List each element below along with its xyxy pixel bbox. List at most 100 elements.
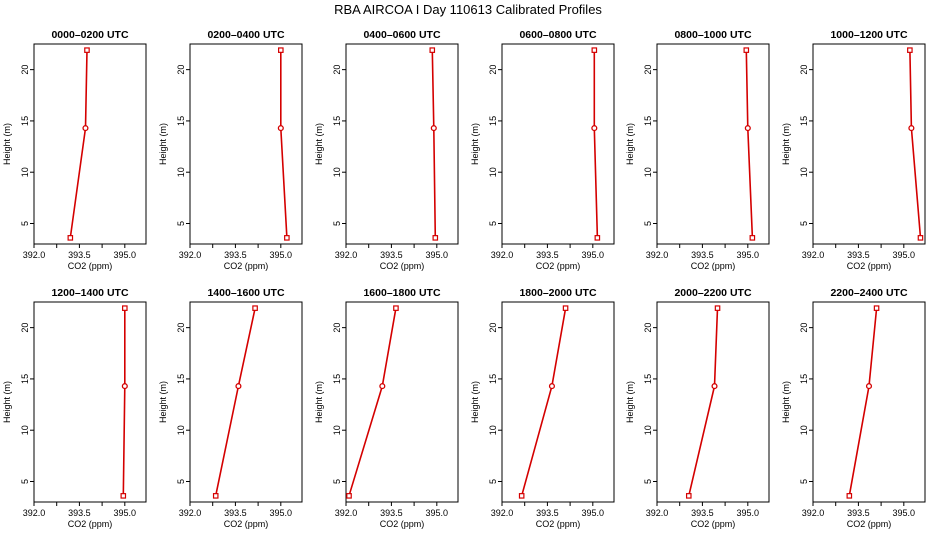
y-tick-label: 20	[332, 323, 342, 333]
x-tick-label: 393.5	[224, 250, 247, 260]
y-tick-label: 10	[488, 425, 498, 435]
data-point	[252, 305, 258, 311]
panel-7: 1200–1400 UTC 392.0 393.5 395.0 5 10 15 20 CO2 (…	[2, 287, 147, 529]
panel-title: 1000–1200 UTC	[830, 29, 907, 41]
y-tick-label: 10	[176, 425, 186, 435]
panel-title: 1400–1600 UTC	[207, 287, 284, 299]
data-point	[346, 493, 352, 499]
x-axis-label: CO2 (ppm)	[224, 261, 269, 271]
x-tick-label: 392.0	[646, 508, 669, 518]
data-point	[591, 47, 598, 53]
y-axis-label: Height (m)	[470, 123, 480, 165]
x-tick-label: 395.0	[426, 508, 449, 518]
y-axis-label: Height (m)	[2, 381, 12, 423]
x-tick-label: 392.0	[802, 508, 825, 518]
profile-line	[593, 50, 599, 238]
y-tick-label: 20	[488, 323, 498, 333]
y-tick-label: 15	[799, 116, 809, 126]
y-tick-label: 15	[488, 374, 498, 384]
panel-title: 2200–2400 UTC	[830, 287, 907, 299]
x-axis-label: CO2 (ppm)	[536, 261, 581, 271]
panel-10: 1800–2000 UTC 392.0 393.5 395.0 5 10 15 20 CO2 (…	[470, 287, 615, 529]
y-axis-label: Height (m)	[781, 123, 791, 165]
x-tick-label: 392.0	[179, 250, 202, 260]
data-point	[379, 383, 386, 390]
y-tick-label: 10	[332, 167, 342, 177]
y-tick-label: 10	[488, 167, 498, 177]
x-axis-label: CO2 (ppm)	[380, 261, 425, 271]
x-axis-label: CO2 (ppm)	[68, 519, 113, 529]
data-point	[846, 493, 853, 499]
y-tick-label: 15	[20, 116, 30, 126]
y-axis-label: Height (m)	[314, 381, 324, 423]
profile-line	[214, 308, 256, 496]
y-axis-label: Height (m)	[314, 123, 324, 165]
x-tick-label: 393.5	[691, 250, 714, 260]
x-tick-label: 392.0	[491, 250, 514, 260]
data-point	[865, 383, 873, 390]
y-tick-label: 5	[799, 221, 809, 226]
y-tick-label: 20	[332, 65, 342, 75]
panel-3: 0400–0600 UTC 392.0 393.5 395.0 5 10 15 20 CO2 (…	[314, 29, 459, 271]
y-tick-label: 20	[799, 323, 809, 333]
data-point	[908, 125, 915, 132]
panel-title: 1200–1400 UTC	[51, 287, 128, 299]
data-point	[917, 235, 924, 241]
y-tick-label: 15	[176, 116, 186, 126]
y-tick-label: 15	[488, 116, 498, 126]
x-tick-label: 392.0	[23, 508, 46, 518]
x-tick-label: 395.0	[114, 508, 137, 518]
plot-frame	[812, 301, 926, 503]
y-tick-label: 20	[176, 65, 186, 75]
x-tick-label: 395.0	[114, 250, 137, 260]
data-point	[121, 383, 128, 390]
panel-title: 2000–2200 UTC	[674, 287, 751, 299]
x-tick-label: 393.5	[68, 508, 91, 518]
y-tick-label: 10	[176, 167, 186, 177]
plot-frame	[812, 43, 926, 245]
y-tick-label: 15	[20, 374, 30, 384]
data-point	[432, 235, 439, 241]
y-tick-label: 10	[643, 425, 653, 435]
data-point	[873, 305, 880, 311]
data-point	[743, 47, 750, 53]
profile-line	[520, 308, 567, 497]
profile-line	[745, 50, 754, 238]
y-tick-label: 10	[799, 425, 809, 435]
x-tick-label: 395.0	[582, 250, 605, 260]
data-point	[518, 493, 525, 499]
y-tick-label: 15	[799, 374, 809, 384]
x-tick-label: 395.0	[270, 508, 293, 518]
y-axis-label: Height (m)	[625, 381, 635, 423]
panel-title: 0600–0800 UTC	[519, 29, 596, 41]
x-tick-label: 392.0	[335, 508, 358, 518]
x-tick-label: 395.0	[270, 250, 293, 260]
data-point	[714, 305, 721, 311]
x-tick-label: 393.5	[691, 508, 714, 518]
x-tick-label: 395.0	[893, 508, 916, 518]
panel-9: 1600–1800 UTC 392.0 393.5 395.0 5 10 15 20 CO2 (…	[314, 287, 459, 529]
x-tick-label: 393.5	[847, 508, 870, 518]
y-tick-label: 15	[176, 374, 186, 384]
x-tick-label: 393.5	[536, 250, 559, 260]
x-tick-label: 392.0	[646, 250, 669, 260]
panel-12: 2200–2400 UTC 392.0 393.5 395.0 5 10 15 20 CO2 (…	[781, 287, 926, 529]
y-tick-label: 5	[20, 479, 30, 484]
panel-title: 1600–1800 UTC	[363, 287, 440, 299]
plot-frame	[33, 43, 147, 245]
y-tick-label: 20	[799, 65, 809, 75]
y-tick-label: 5	[176, 221, 186, 226]
y-tick-label: 15	[332, 374, 342, 384]
y-tick-label: 20	[176, 323, 186, 333]
data-point	[744, 125, 751, 132]
x-axis-label: CO2 (ppm)	[536, 519, 581, 529]
panel-6: 1000–1200 UTC 392.0 393.5 395.0 5 10 15 20 CO2 (…	[781, 29, 926, 271]
panel-title: 1800–2000 UTC	[519, 287, 596, 299]
x-tick-label: 393.5	[68, 250, 91, 260]
chart-title: RBA AIRCOA I Day 110613 Calibrated Profi…	[334, 2, 602, 17]
profile-line	[69, 50, 88, 238]
plot-frame	[189, 301, 303, 503]
x-tick-label: 395.0	[737, 250, 760, 260]
plot-frame	[501, 301, 615, 503]
